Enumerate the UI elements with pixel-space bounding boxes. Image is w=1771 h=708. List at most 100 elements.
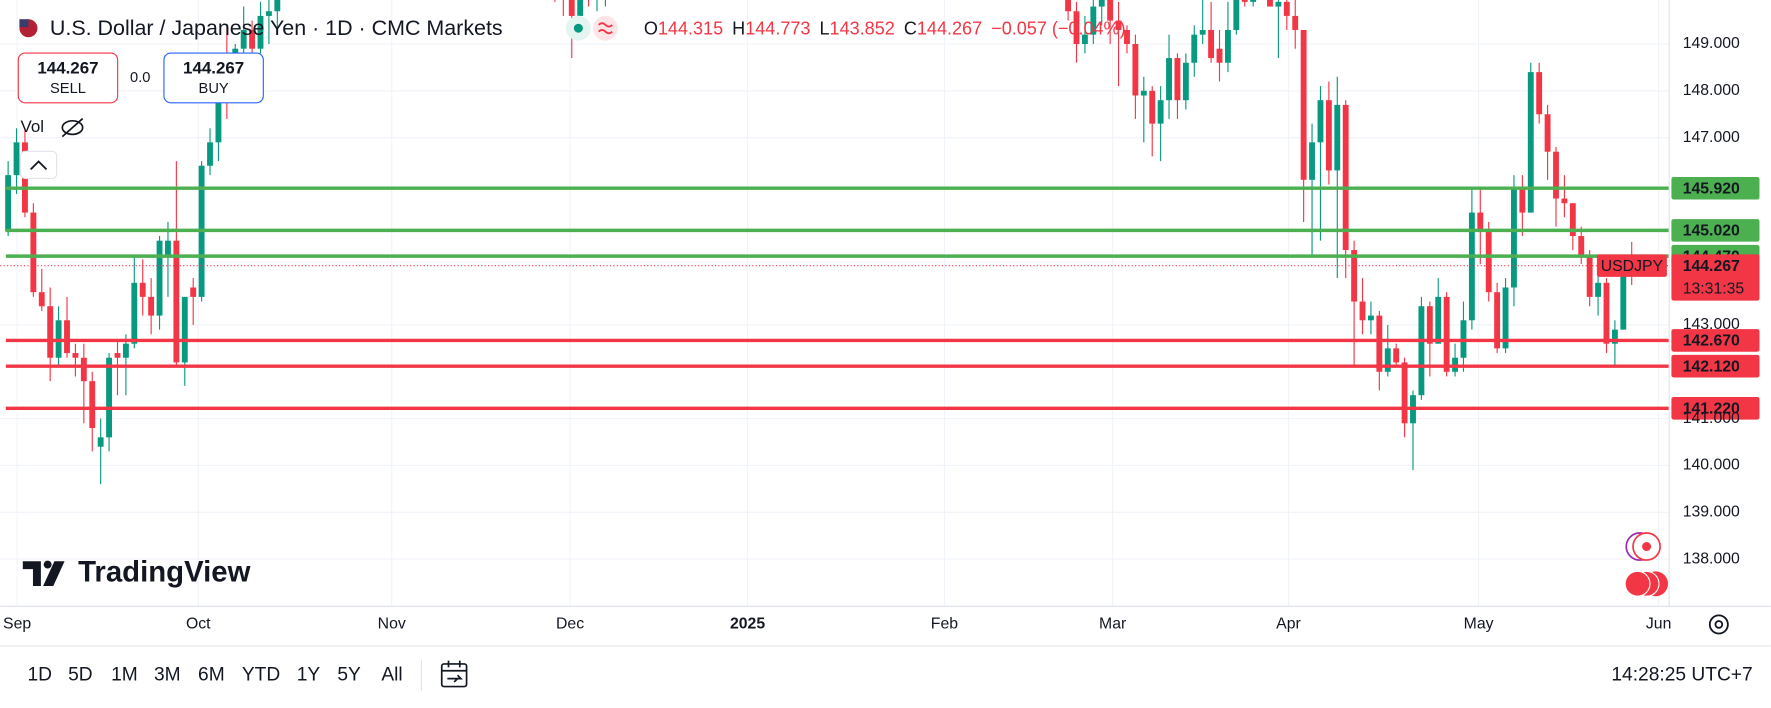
candle-body xyxy=(1569,203,1576,236)
candle-body xyxy=(1107,0,1114,21)
data-status[interactable] xyxy=(593,15,618,41)
y-tick-label: 149.000 xyxy=(1683,35,1740,52)
volume-visibility-toggle[interactable] xyxy=(61,117,84,138)
logo[interactable]: TradingView xyxy=(22,555,251,588)
symbol-title[interactable]: U.S. Dollar / Japanese Yen · 1D · CMC Ma… xyxy=(50,16,503,40)
flag-event-icon xyxy=(1624,570,1651,597)
compare-dates-button[interactable] xyxy=(440,660,468,688)
candle-body xyxy=(1224,29,1231,63)
gear-inner xyxy=(1714,620,1724,629)
volume-label: Vol xyxy=(21,117,45,136)
candle-body xyxy=(1073,11,1080,45)
collapse-legend-button[interactable] xyxy=(19,150,58,179)
range-button[interactable]: 1Y xyxy=(297,664,321,685)
candle-body xyxy=(1241,0,1248,2)
candle-body xyxy=(47,306,54,358)
candle-body xyxy=(1468,212,1475,321)
sell-button[interactable] xyxy=(17,52,119,104)
candle-body xyxy=(148,296,155,316)
candle-body xyxy=(1511,189,1517,288)
ohlc-values: O144.315 H144.773 L143.852 C144.267 −0.057 (… xyxy=(644,18,1126,38)
x-tick-label: Sep xyxy=(3,616,31,633)
candle-body xyxy=(1401,362,1408,424)
candle-body xyxy=(1561,198,1568,204)
candle-body xyxy=(1544,114,1551,152)
candle-body xyxy=(1376,315,1383,372)
x-tick-label: Feb xyxy=(931,616,958,633)
candle-body xyxy=(249,29,256,49)
event-icons[interactable] xyxy=(1624,532,1669,597)
buy-label: BUY xyxy=(199,81,229,97)
range-button[interactable]: 1M xyxy=(111,664,138,685)
trade-panel: 144.267 SELL 0.0 144.267 BUY xyxy=(17,52,264,104)
level-label-box xyxy=(1671,329,1760,352)
range-button[interactable]: 5D xyxy=(68,664,93,685)
candle-body xyxy=(274,0,281,12)
candle-body xyxy=(1351,250,1358,302)
candle-body xyxy=(5,175,12,232)
candle-body xyxy=(1090,6,1097,35)
range-button[interactable]: 6M xyxy=(198,664,225,685)
candle-body xyxy=(1182,62,1189,101)
y-tick-label: 147.000 xyxy=(1683,129,1740,146)
level-label: 141.220 xyxy=(1683,401,1740,418)
buy-price: 144.267 xyxy=(183,58,244,77)
level-label-box xyxy=(1671,176,1760,200)
candle-body xyxy=(1527,72,1534,213)
candle-body xyxy=(1334,104,1341,171)
candle-body xyxy=(122,343,129,358)
logo-mark-dot xyxy=(43,560,52,569)
candle-body xyxy=(190,287,197,297)
candle-body xyxy=(1250,0,1257,2)
candle-body xyxy=(1157,100,1164,124)
eye-slash xyxy=(61,117,84,138)
range-button[interactable]: All xyxy=(381,664,402,685)
clock[interactable]: 14:28:25 UTC+7 xyxy=(1611,664,1752,685)
candle-body xyxy=(1603,282,1610,344)
candle-body xyxy=(257,15,264,49)
level-label: 142.120 xyxy=(1683,358,1740,375)
event-icon-dot xyxy=(1642,542,1652,552)
level-label-box xyxy=(1671,397,1760,420)
sell-price: 144.267 xyxy=(37,58,98,77)
candle-body xyxy=(1384,348,1391,372)
candle-body xyxy=(1098,0,1105,7)
candle-body xyxy=(1216,48,1223,63)
candle-body xyxy=(1140,90,1147,96)
candle-body xyxy=(1435,296,1442,344)
settings-button[interactable] xyxy=(1708,614,1729,635)
candle-body xyxy=(1267,0,1273,7)
candle-body xyxy=(13,142,20,176)
ohlc-key: L xyxy=(820,18,830,38)
candle-body xyxy=(64,320,70,354)
data-status-icon xyxy=(598,22,613,35)
ohlc-value: 144.267 xyxy=(917,18,982,38)
range-button[interactable]: YTD xyxy=(242,664,280,685)
candle-body xyxy=(173,240,180,363)
candle-body xyxy=(131,282,138,344)
flag-canton xyxy=(19,19,29,28)
collapse-icon xyxy=(30,160,48,171)
market-status-dot xyxy=(573,23,583,33)
x-tick-label: Jun xyxy=(1646,616,1671,633)
range-button[interactable]: 3M xyxy=(154,664,181,685)
ohlc-key: H xyxy=(732,18,745,38)
logo-text: TradingView xyxy=(78,555,250,588)
ohlc-value: 144.773 xyxy=(745,18,810,38)
level-label-box xyxy=(1671,354,1760,378)
candle-body xyxy=(1595,282,1602,297)
candle-body xyxy=(1199,29,1206,35)
candle-body xyxy=(1149,90,1156,124)
range-button[interactable]: 1D xyxy=(27,664,52,685)
range-button[interactable]: 5Y xyxy=(337,664,361,685)
candle-body xyxy=(106,357,113,438)
candle-body xyxy=(1309,142,1315,180)
level-label-box xyxy=(1671,219,1760,242)
price-change: −0.057 (−0.04%) xyxy=(991,18,1125,38)
x-tick-label: May xyxy=(1464,616,1494,633)
candle-body xyxy=(89,381,96,428)
x-tick-label: Oct xyxy=(186,616,211,633)
calendar-icon-detail xyxy=(441,660,467,683)
y-tick-label: 138.000 xyxy=(1683,550,1740,567)
buy-button[interactable] xyxy=(163,52,264,104)
